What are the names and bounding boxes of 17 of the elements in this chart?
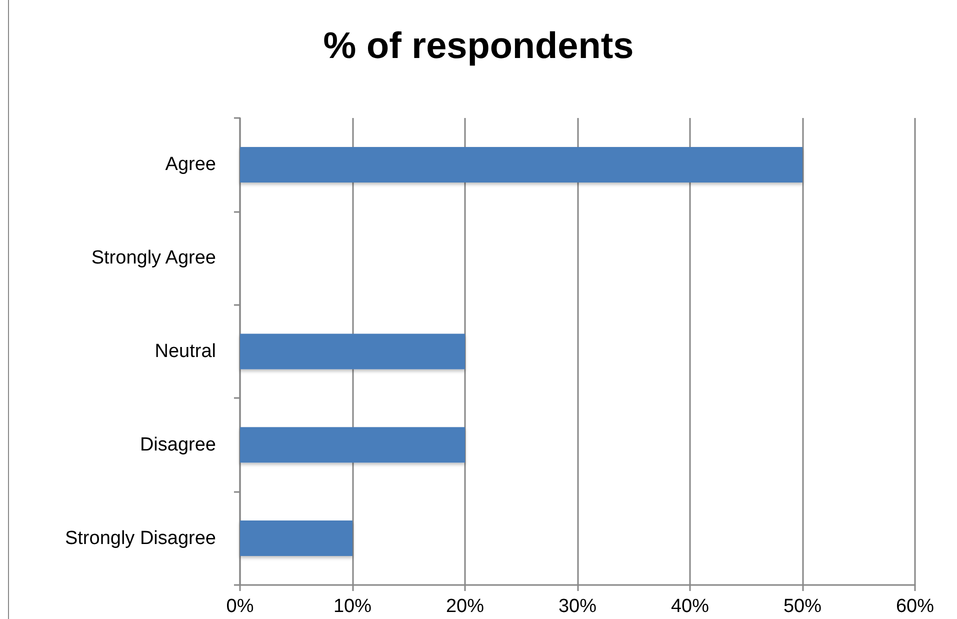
x-tick-label: 30% (558, 596, 597, 617)
chart-title: % of respondents (323, 25, 634, 66)
x-tick-label: 20% (446, 596, 484, 617)
y-tick-label: Strongly Agree (91, 248, 216, 269)
x-tick-label: 50% (783, 596, 822, 617)
x-tick-label: 60% (896, 596, 934, 617)
y-tick-label: Disagree (140, 434, 216, 456)
x-tick-label: 0% (226, 596, 254, 617)
bar (240, 427, 465, 463)
y-tick-label: Neutral (154, 341, 216, 362)
bar (240, 334, 465, 370)
x-tick-label: 10% (333, 596, 372, 617)
x-tick-label: 40% (670, 596, 710, 617)
bar (240, 146, 802, 182)
y-tick-label: Agree (165, 154, 216, 176)
y-tick-label: Strongly Disagree (64, 528, 216, 549)
bar (240, 520, 352, 556)
